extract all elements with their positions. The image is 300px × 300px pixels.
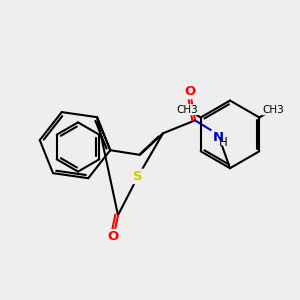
Text: O: O <box>108 230 119 243</box>
Text: N: N <box>213 131 224 144</box>
Text: S: S <box>133 170 143 183</box>
Text: CH3: CH3 <box>262 105 284 115</box>
Text: H: H <box>219 136 228 149</box>
Text: CH3: CH3 <box>176 105 198 115</box>
Text: O: O <box>184 85 196 98</box>
Text: S: S <box>134 174 144 187</box>
Text: O: O <box>106 234 118 247</box>
